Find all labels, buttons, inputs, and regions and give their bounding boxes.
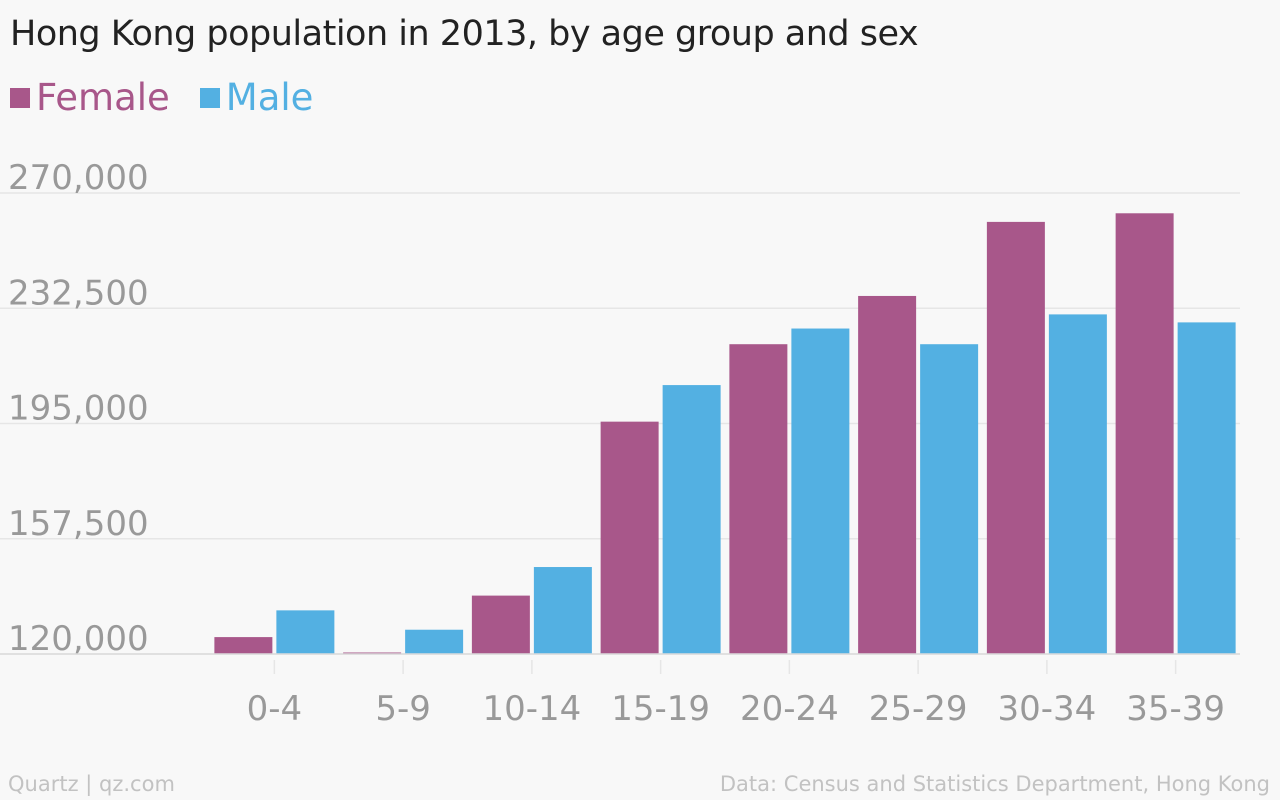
bar-male-5-9 bbox=[405, 629, 464, 654]
bar-male-20-24 bbox=[791, 328, 850, 654]
bar-male-35-39 bbox=[1177, 322, 1236, 654]
legend-swatch-male bbox=[199, 87, 220, 108]
legend-label-male: Male bbox=[225, 76, 314, 119]
y-tick-label: 157,500 bbox=[8, 504, 149, 544]
bar-female-35-39 bbox=[1115, 213, 1174, 654]
y-tick-label: 195,000 bbox=[8, 389, 149, 429]
x-tick-label: 10-14 bbox=[482, 689, 581, 729]
chart-title: Hong Kong population in 2013, by age gro… bbox=[10, 14, 919, 54]
x-tick-label: 15-19 bbox=[611, 689, 710, 729]
bar-female-25-29 bbox=[858, 295, 917, 654]
legend-item-female: Female bbox=[10, 76, 170, 119]
legend-swatch-female bbox=[10, 87, 30, 108]
data-source: Data: Census and Statistics Department, … bbox=[719, 772, 1270, 796]
bar-male-30-34 bbox=[1048, 314, 1107, 654]
bar-female-20-24 bbox=[729, 344, 788, 654]
x-tick-label: 30-34 bbox=[997, 689, 1096, 729]
bar-female-15-19 bbox=[600, 421, 659, 654]
y-tick-label: 120,000 bbox=[8, 619, 149, 659]
x-tick-label: 20-24 bbox=[740, 689, 839, 729]
legend-item-male: Male bbox=[199, 76, 314, 119]
bar-male-15-19 bbox=[662, 385, 721, 654]
x-tick-label: 35-39 bbox=[1126, 689, 1225, 729]
bar-male-0-4 bbox=[276, 610, 335, 654]
y-tick-label: 270,000 bbox=[8, 158, 149, 198]
legend-label-female: Female bbox=[36, 76, 170, 119]
x-tick-label: 25-29 bbox=[869, 689, 968, 729]
legend: Female Male bbox=[10, 76, 343, 119]
bar-male-25-29 bbox=[920, 344, 979, 654]
x-tick-label: 0-4 bbox=[247, 689, 303, 729]
y-tick-label: 232,500 bbox=[8, 273, 149, 313]
source-credit: Quartz | qz.com bbox=[8, 772, 175, 796]
bar-female-0-4 bbox=[214, 637, 273, 654]
bar-female-30-34 bbox=[986, 221, 1045, 654]
bar-female-10-14 bbox=[471, 595, 530, 654]
bar-male-10-14 bbox=[533, 567, 592, 654]
x-tick-label: 5-9 bbox=[375, 689, 431, 729]
